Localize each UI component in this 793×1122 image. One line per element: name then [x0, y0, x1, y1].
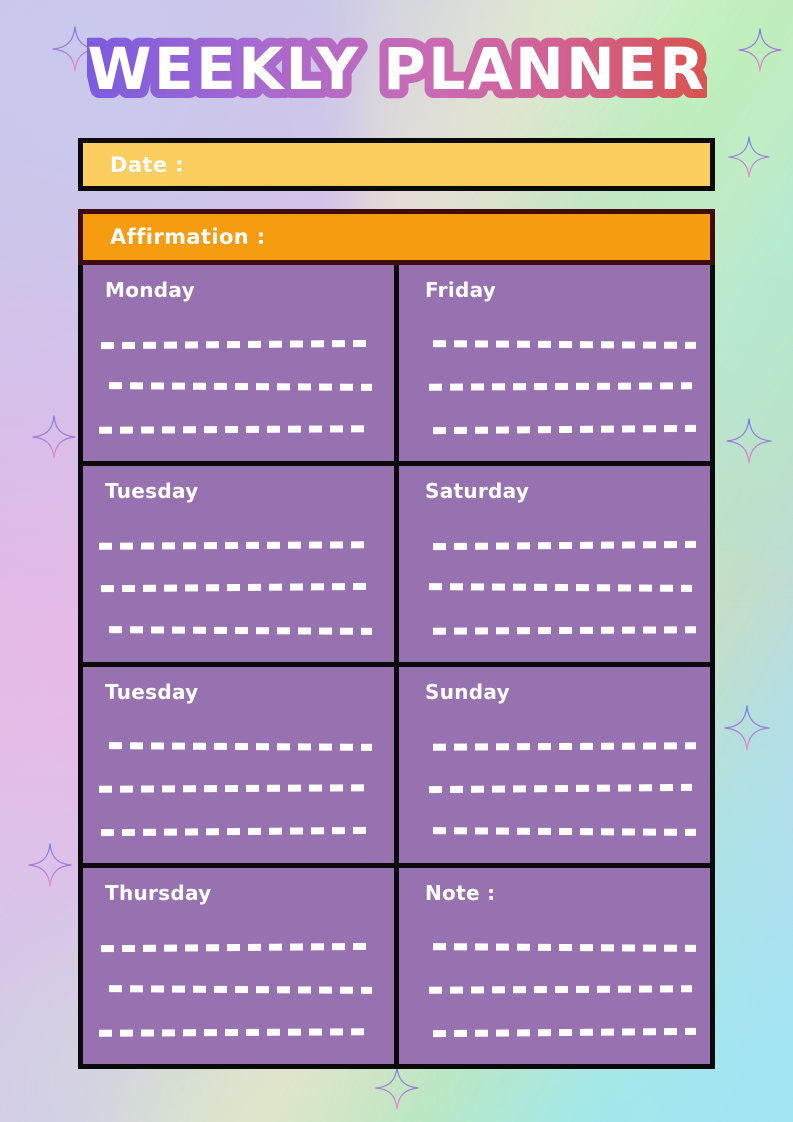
writing-lines [83, 725, 394, 853]
writing-line[interactable] [100, 942, 373, 953]
writing-line[interactable] [432, 626, 697, 635]
planner-body: Date : Affirmation : Monday Friday Tuesday… [78, 138, 715, 1069]
day-cell-label: Friday [425, 278, 497, 302]
writing-line[interactable] [100, 339, 373, 350]
writing-line[interactable] [98, 541, 373, 550]
day-cell-label: Tuesday [105, 680, 199, 704]
writing-lines [399, 725, 710, 853]
affirmation-label: Affirmation : [110, 225, 266, 249]
day-cell-tuesday-3[interactable]: Tuesday [83, 667, 394, 863]
writing-lines [399, 926, 710, 1054]
day-cell-label: Tuesday [105, 479, 199, 503]
day-grid: Monday Friday Tuesday Saturday Tuesday Sunday… [78, 265, 715, 1069]
writing-line[interactable] [108, 382, 373, 392]
writing-line[interactable] [428, 382, 693, 392]
day-cell-label: Sunday [425, 680, 510, 704]
writing-line[interactable] [98, 784, 373, 794]
writing-line[interactable] [432, 742, 697, 751]
affirmation-field[interactable]: Affirmation : [78, 209, 715, 265]
title-outline: WEEKLY PLANNER [87, 35, 706, 103]
day-cell-note-4[interactable]: Note : [399, 868, 710, 1064]
day-cell-tuesday-2[interactable]: Tuesday [83, 466, 394, 662]
writing-line[interactable] [428, 985, 693, 995]
day-cell-label: Thursday [105, 881, 212, 905]
page-title: WEEKLY PLANNER WEEKLY PLANNER [0, 33, 793, 109]
writing-line[interactable] [432, 1027, 697, 1038]
day-cell-label: Saturday [425, 479, 530, 503]
day-cell-saturday-2[interactable]: Saturday [399, 466, 710, 662]
writing-line[interactable] [432, 827, 697, 837]
writing-line[interactable] [100, 826, 373, 837]
writing-line[interactable] [432, 424, 697, 435]
day-cell-thursday-4[interactable]: Thursday [83, 868, 394, 1064]
writing-line[interactable] [108, 985, 373, 995]
writing-line[interactable] [108, 626, 373, 636]
writing-lines [83, 323, 394, 451]
writing-line[interactable] [108, 741, 373, 751]
writing-line[interactable] [98, 1028, 373, 1037]
day-cell-sunday-3[interactable]: Sunday [399, 667, 710, 863]
writing-lines [83, 524, 394, 652]
writing-line[interactable] [428, 784, 693, 794]
writing-line[interactable] [100, 583, 373, 593]
writing-line[interactable] [428, 583, 693, 593]
title-artwork: WEEKLY PLANNER WEEKLY PLANNER [87, 33, 707, 109]
writing-lines [399, 524, 710, 652]
writing-line[interactable] [432, 942, 697, 952]
date-field[interactable]: Date : [78, 138, 715, 191]
writing-line[interactable] [432, 339, 697, 349]
title-fill: WEEKLY PLANNER [87, 35, 706, 103]
date-label: Date : [110, 152, 184, 177]
day-cell-friday-1[interactable]: Friday [399, 265, 710, 461]
day-cell-label: Monday [105, 278, 195, 302]
writing-line[interactable] [98, 425, 373, 434]
writing-line[interactable] [432, 540, 697, 550]
day-cell-monday-1[interactable]: Monday [83, 265, 394, 461]
writing-lines [83, 926, 394, 1054]
writing-lines [399, 323, 710, 451]
day-cell-label: Note : [425, 881, 496, 905]
